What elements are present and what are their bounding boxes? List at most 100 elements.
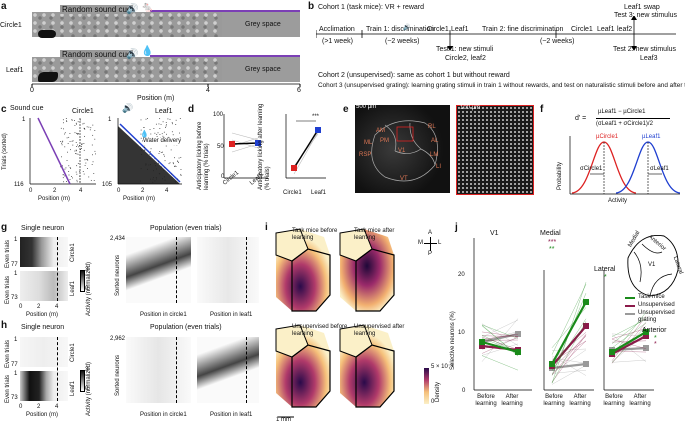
panel-label-g: g (1, 222, 8, 233)
g-t73: 73 (11, 295, 18, 301)
lick-dot (143, 149, 145, 151)
g-t1: 1 (14, 237, 18, 243)
f-mu-l: µLeaf1 (642, 134, 661, 140)
lick-dot (180, 169, 182, 170)
lick-dot (145, 118, 147, 120)
lick-dot (142, 134, 144, 136)
lick-dot (95, 153, 96, 155)
lick-dot (81, 148, 82, 149)
lick-dot (74, 150, 76, 152)
lick-dot (67, 151, 69, 153)
lick-dot (92, 134, 94, 136)
lick-dot (79, 171, 81, 172)
lick-dot (162, 121, 164, 123)
h-pop: Population (even trials) (150, 324, 222, 331)
lick-dot (140, 119, 142, 121)
panel-label-a: a (1, 1, 7, 12)
map-bl (275, 324, 331, 408)
j-thin-line (551, 348, 587, 351)
lick-dot (156, 168, 157, 170)
h-single-top (20, 337, 68, 367)
d-ylabel2: Anticipatory licking after learning (% t… (258, 103, 271, 190)
grey-space-2 (222, 57, 300, 82)
test1-stim: Circle2, leaf2 (445, 55, 486, 62)
panel-label-b: b (308, 1, 315, 12)
j-thin-line (481, 324, 519, 339)
lick-dot (179, 132, 180, 134)
speaker-icon: 🔊 (403, 25, 411, 31)
lick-dot (159, 134, 161, 135)
lick-dot (171, 131, 173, 133)
h-cb3: 3 (85, 367, 89, 373)
lick-dot (84, 128, 85, 129)
water-label: Water delivery (143, 138, 182, 145)
lick-dot (158, 123, 160, 125)
lick-dot (171, 173, 173, 175)
h-single: Single neuron (21, 324, 65, 331)
lick-dot (157, 132, 159, 134)
lick-dot (173, 163, 174, 165)
lick-dot (69, 141, 71, 142)
lick-dot (165, 122, 167, 123)
j-marker (643, 333, 649, 339)
lick-dot (84, 128, 86, 130)
row1-name: Circle1 (0, 22, 22, 29)
lick-dot (158, 162, 159, 164)
j-marker (479, 343, 485, 349)
lick-dot (180, 156, 182, 158)
j-sig-ant2: * (654, 341, 657, 348)
j-thin-line (481, 333, 519, 340)
j-mean-line (551, 301, 587, 365)
lick-dot (92, 154, 93, 156)
grey-label-2: Grey space (245, 66, 281, 73)
speaker-icon: 🔊 (126, 4, 139, 15)
lick-dot (68, 136, 70, 138)
i-cblabel: Density (435, 381, 441, 402)
lick-dot (161, 133, 163, 135)
lick-dot (79, 119, 81, 121)
j-mean-line (551, 362, 587, 370)
f-xlabel: Activity (608, 198, 628, 204)
lick-dot (163, 170, 165, 171)
gaussians-f (569, 136, 681, 195)
lick-dot (159, 151, 161, 152)
legend-task-swatch (625, 297, 635, 299)
row2-name: Leaf1 (6, 67, 24, 74)
lick-dot (154, 163, 156, 164)
lick-dot (172, 134, 174, 136)
h-xt4: 4 (55, 404, 59, 410)
lick-dot (166, 133, 167, 135)
timeline-b (316, 16, 676, 51)
test2-stim: Leaf3 (640, 55, 658, 62)
c-xt2: 2 (53, 188, 57, 194)
c-xt4: 4 (79, 188, 83, 194)
area-am: AM (376, 128, 385, 134)
lick-dot (175, 181, 177, 183)
panel-label-d: d (188, 104, 195, 115)
lick-dot (62, 140, 64, 142)
c-xt4b: 4 (165, 188, 169, 194)
lick-dot (151, 155, 153, 157)
lick-dot (62, 165, 63, 167)
lick-dot (148, 164, 150, 166)
cue-label-2: Random sound cue (60, 50, 134, 59)
lick-dot (93, 180, 95, 181)
lick-dot (71, 140, 73, 142)
g-dash (57, 237, 58, 301)
lick-dot (62, 177, 64, 179)
c-xt0b: 0 (117, 188, 121, 194)
lick-dot (62, 174, 64, 176)
f-mu-c: µCircle1 (596, 134, 619, 140)
lick-dot (89, 129, 91, 131)
lick-dot (82, 123, 84, 125)
lick-dot (94, 150, 96, 152)
lick-dot (177, 160, 178, 162)
i-tr: Task mice after learning (354, 228, 395, 241)
lick-dot (158, 153, 160, 154)
lick-dot (87, 168, 88, 169)
lick-dot (174, 181, 176, 182)
lick-dot (158, 160, 159, 162)
g-xlab3: Position in leaf1 (210, 312, 253, 318)
g-t1b: 1 (14, 271, 18, 277)
j-marker (609, 349, 615, 355)
